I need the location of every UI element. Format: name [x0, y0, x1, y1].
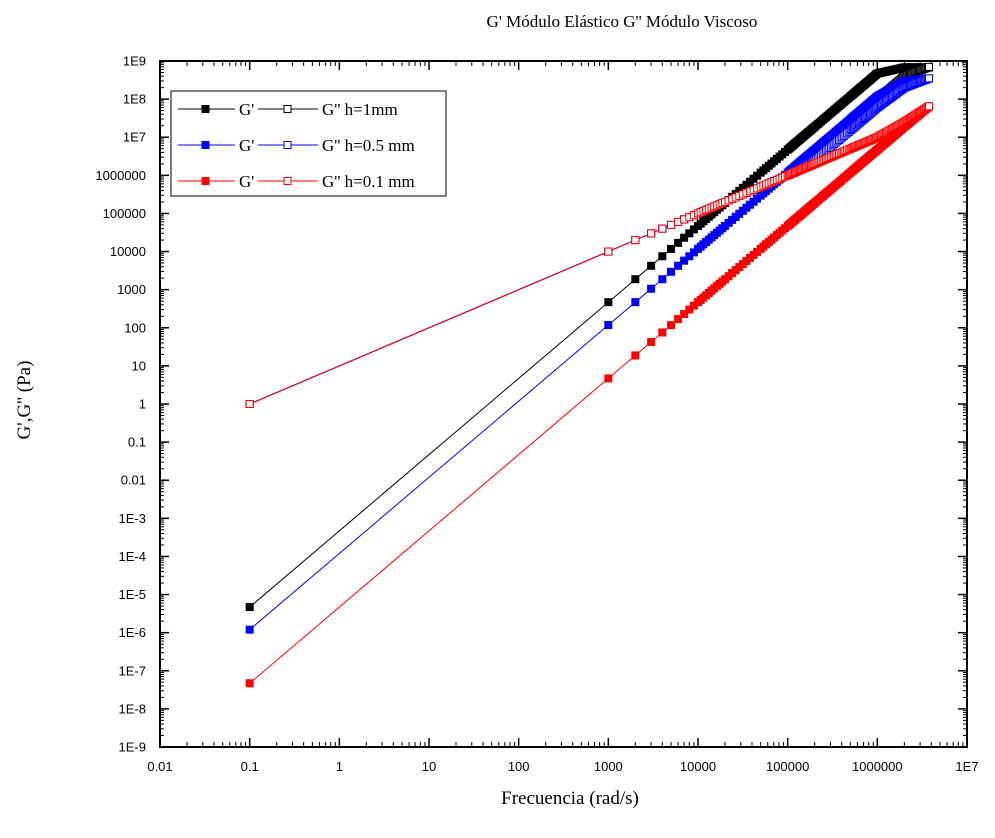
y-tick-label: 1E8 — [123, 92, 146, 107]
legend-g1-marker — [201, 177, 210, 185]
y-tick-label: 1000 — [117, 282, 146, 297]
legend-g1-marker — [201, 141, 210, 149]
y-tick-label: 100000 — [103, 206, 146, 221]
x-tick-label: 10 — [422, 759, 436, 774]
g1-filled-square-marker — [245, 625, 254, 634]
g1-filled-square-marker — [631, 275, 640, 284]
g1-filled-square-marker — [647, 338, 656, 347]
g1-filled-square-marker — [667, 267, 676, 276]
y-tick-label: 10000 — [110, 244, 146, 259]
g1-filled-square-marker — [658, 328, 667, 337]
axes-ticks: 0.01 0.1 1 10 100 1000 10000 100000 1000000 1E7 1E… — [95, 54, 978, 775]
x-tick-label: 1000000 — [852, 759, 903, 774]
plot-series — [245, 62, 934, 688]
x-tick-label: 1 — [336, 759, 343, 774]
x-tick-label: 100 — [508, 759, 530, 774]
g2-open-square-marker — [667, 220, 676, 229]
g1-filled-square-marker — [680, 256, 689, 265]
legend-g1-label: G' — [239, 172, 254, 191]
y-tick-label: 1E-6 — [119, 625, 146, 640]
y-tick-label: 1E7 — [123, 130, 146, 145]
g2-open-square-marker — [925, 62, 934, 71]
x-tick-label: 10000 — [680, 759, 716, 774]
legend-g1-label: G' — [239, 136, 254, 155]
g1-filled-square-marker — [667, 321, 676, 330]
g1-filled-square-marker — [647, 284, 656, 293]
y-tick-label: 1E-3 — [119, 511, 146, 526]
x-tick-label: 100000 — [766, 759, 809, 774]
y-tick-label: 1 — [139, 397, 146, 412]
legend-g2-label: G'' h=0.5 mm — [322, 136, 415, 155]
g1-filled-square-marker — [245, 679, 254, 688]
g2-open-square-marker — [658, 224, 667, 233]
legend-g1-marker — [201, 105, 210, 113]
legend-g1-label: G' — [239, 100, 254, 119]
x-axis-label: Frecuencia (rad/s) — [501, 788, 639, 809]
legend-g2-label: G'' h=0.1 mm — [322, 172, 415, 191]
g1-filled-square-marker — [667, 244, 676, 253]
plot-frame — [159, 60, 968, 748]
legend-g2-marker — [283, 177, 292, 185]
y-tick-label: 1000000 — [95, 168, 146, 183]
y-tick-label: 0.1 — [128, 435, 146, 450]
g1-filled-square-marker — [674, 315, 683, 324]
g1-filled-square-marker — [604, 374, 613, 383]
y-tick-label: 1E-4 — [119, 549, 146, 564]
y-tick-label: 1E9 — [123, 54, 146, 69]
g1-filled-square-marker — [658, 275, 667, 284]
g1-filled-square-marker — [680, 309, 689, 318]
g2-open-square-marker — [925, 74, 934, 83]
y-tick-label: 0.01 — [121, 473, 146, 488]
g1-filled-square-marker — [658, 252, 667, 261]
x-tick-label: 0.01 — [147, 759, 172, 774]
y-tick-label: 1E-9 — [119, 740, 146, 755]
x-tick-label: 0.1 — [241, 759, 259, 774]
chart-title: G' Módulo Elástico G'' Módulo Viscoso — [487, 12, 758, 31]
y-tick-label: 1E-7 — [119, 663, 146, 678]
g2-open-square-marker — [925, 102, 934, 111]
g1-filled-square-marker — [604, 321, 613, 330]
g1-filled-square-marker — [631, 298, 640, 307]
g2-open-square-marker — [631, 236, 640, 245]
y-tick-label: 1E-8 — [119, 701, 146, 716]
x-tick-label: 1E7 — [955, 759, 978, 774]
y-axis-label: G',G'' (Pa) — [14, 361, 35, 440]
legend-g2-marker — [283, 105, 292, 113]
g1-filled-square-marker — [604, 298, 613, 307]
y-tick-label: 1E-5 — [119, 587, 146, 602]
x-tick-label: 1000 — [594, 759, 623, 774]
g2-open-square-marker — [604, 247, 613, 256]
g1-filled-square-marker — [631, 351, 640, 360]
y-tick-label: 10 — [132, 358, 146, 373]
legend-g2-marker — [283, 141, 292, 149]
y-tick-label: 100 — [124, 320, 146, 335]
g2-open-square-marker — [245, 400, 254, 408]
g1-filled-square-marker — [245, 603, 254, 612]
legend: G' G'' h=1mm G' G'' h=0.5 mm G' G'' h=0.1 mm — [170, 90, 447, 197]
g1-filled-square-marker — [674, 261, 683, 270]
g2-open-square-marker — [647, 229, 656, 238]
legend-g2-label: G'' h=1mm — [322, 100, 398, 119]
g1-filled-square-marker — [680, 233, 689, 242]
g1-filled-square-marker — [674, 238, 683, 247]
g1-filled-square-marker — [647, 261, 656, 270]
